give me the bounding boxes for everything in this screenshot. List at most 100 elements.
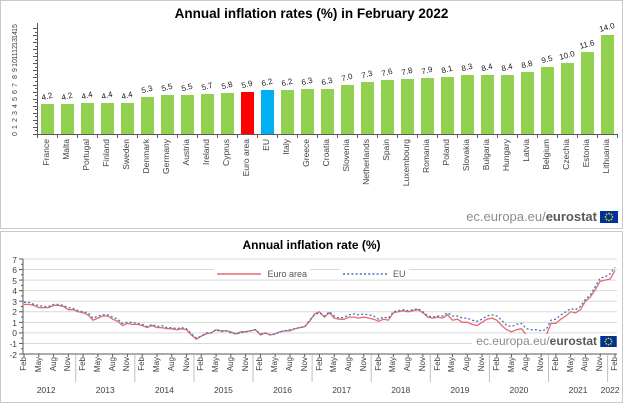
bar-france bbox=[40, 104, 54, 134]
month-tick-label: May bbox=[329, 357, 339, 373]
month-tick-label: Aug bbox=[166, 357, 176, 372]
bar-value-label: 4.4 bbox=[80, 89, 94, 102]
bar-estonia bbox=[580, 52, 594, 134]
bar-value-label: 8.4 bbox=[500, 61, 514, 73]
x-axis-cat-tick bbox=[537, 135, 538, 138]
month-tick-label: Nov bbox=[536, 357, 546, 372]
euro-area-line-swatch bbox=[217, 273, 262, 275]
bar-value-label: 4.4 bbox=[100, 89, 114, 102]
eu-flag-icon bbox=[600, 210, 618, 223]
bar-value-label: 4.4 bbox=[120, 89, 134, 102]
y-axis-tick-label: 2 bbox=[12, 307, 17, 318]
y-axis-minor-tick bbox=[35, 123, 37, 125]
bar-value-label: 8.4 bbox=[480, 61, 494, 73]
bar-value-label: 7.3 bbox=[360, 69, 374, 81]
bar-value-label: 8.8 bbox=[520, 58, 534, 71]
watermark-url-prefix: ec.europa.eu/ bbox=[476, 334, 550, 348]
category-label: Malta bbox=[61, 139, 71, 160]
x-axis-cat-tick bbox=[117, 135, 118, 138]
y-axis-tick-label: 5 bbox=[12, 275, 17, 286]
month-tick-label: May bbox=[151, 357, 161, 373]
year-label: 2016 bbox=[273, 385, 293, 395]
y-axis-tick bbox=[33, 35, 37, 37]
y-axis-tick bbox=[33, 56, 37, 58]
legend-label-eu: EU bbox=[393, 269, 406, 279]
category-label: Bulgaria bbox=[481, 139, 491, 171]
category-label: Estonia bbox=[581, 139, 591, 168]
y-axis-tick bbox=[33, 84, 37, 86]
y-axis-tick bbox=[33, 63, 37, 65]
bar-value-label: 5.8 bbox=[220, 79, 234, 92]
year-label: 2015 bbox=[213, 385, 233, 395]
bar-value-label: 5.5 bbox=[160, 81, 174, 94]
bar-value-label: 5.5 bbox=[180, 81, 194, 94]
bar-chart-panel: Annual inflation rates (%) in February 2… bbox=[0, 0, 623, 229]
bar-cyprus bbox=[220, 93, 234, 134]
x-axis-cat-tick bbox=[617, 135, 618, 138]
x-axis-cat-tick bbox=[217, 135, 218, 138]
month-tick-label: May bbox=[211, 357, 221, 373]
legend-label-euro-area: Euro area bbox=[267, 269, 307, 279]
category-label: Netherlands bbox=[361, 139, 371, 185]
bar-bulgaria bbox=[480, 74, 494, 134]
year-label: 2021 bbox=[568, 385, 588, 395]
year-label: 2014 bbox=[154, 385, 174, 395]
watermark-brand: eurostat bbox=[549, 334, 597, 348]
series-line-eu bbox=[24, 267, 616, 339]
bar-croatia bbox=[320, 89, 334, 134]
month-tick-label: Aug bbox=[284, 357, 294, 372]
month-tick-label: Aug bbox=[403, 357, 413, 372]
y-axis-minor-tick bbox=[35, 88, 37, 90]
month-tick-label: Nov bbox=[122, 357, 132, 372]
bar-value-label: 5.9 bbox=[240, 79, 254, 91]
bar-value-label: 11.6 bbox=[578, 38, 596, 51]
y-axis-tick-label: -2 bbox=[9, 349, 17, 360]
category-label: Greece bbox=[301, 139, 311, 167]
month-tick-label: Feb bbox=[137, 357, 147, 371]
x-axis-cat-tick bbox=[57, 135, 58, 138]
y-axis-tick-label: -1 bbox=[9, 338, 17, 349]
bar-value-label: 6.2 bbox=[280, 76, 294, 89]
x-axis-cat-tick bbox=[197, 135, 198, 138]
eurostat-watermark: ec.europa.eu/eurostat bbox=[466, 209, 618, 224]
x-axis-cat-tick bbox=[157, 135, 158, 138]
x-axis-cat-tick bbox=[237, 135, 238, 138]
bar-malta bbox=[60, 104, 74, 134]
bar-value-label: 9.5 bbox=[540, 53, 554, 66]
y-axis-minor-tick bbox=[35, 102, 37, 104]
watermark-brand: eurostat bbox=[545, 209, 597, 224]
x-axis-cat-tick bbox=[397, 135, 398, 138]
bar-lithuania bbox=[600, 35, 614, 134]
x-axis-cat-tick bbox=[377, 135, 378, 138]
bar-value-label: 8.3 bbox=[460, 62, 474, 74]
category-label: Finland bbox=[101, 139, 111, 167]
category-label: Poland bbox=[441, 139, 451, 166]
x-axis-cat-tick bbox=[337, 135, 338, 138]
bar-value-label: 5.3 bbox=[140, 83, 154, 95]
month-tick-label: Nov bbox=[477, 357, 487, 372]
y-axis-minor-tick bbox=[35, 116, 37, 118]
month-tick-label: Nov bbox=[595, 357, 605, 372]
eu-flag-icon bbox=[600, 335, 617, 347]
month-tick-label: May bbox=[565, 357, 575, 373]
y-axis-minor-tick bbox=[35, 73, 37, 75]
x-axis-cat-tick bbox=[517, 135, 518, 138]
month-tick-label: Aug bbox=[225, 357, 235, 372]
category-label: France bbox=[41, 139, 51, 166]
x-axis-cat-tick bbox=[297, 135, 298, 138]
bar-hungary bbox=[500, 74, 514, 134]
y-axis-tick bbox=[33, 134, 37, 135]
bar-value-label: 7.0 bbox=[340, 71, 354, 83]
bar-poland bbox=[440, 76, 454, 134]
month-tick-label: Aug bbox=[48, 357, 58, 372]
month-tick-label: Nov bbox=[63, 357, 73, 372]
category-label: Austria bbox=[181, 139, 191, 166]
y-axis-tick bbox=[33, 112, 37, 114]
month-tick-label: May bbox=[447, 357, 457, 373]
y-axis-tick bbox=[33, 42, 37, 44]
category-label: Latvia bbox=[521, 139, 531, 162]
year-label: 2018 bbox=[391, 385, 411, 395]
category-label: Slovakia bbox=[461, 139, 471, 172]
bar-slovenia bbox=[340, 84, 354, 134]
bar-value-label: 7.9 bbox=[420, 64, 434, 77]
